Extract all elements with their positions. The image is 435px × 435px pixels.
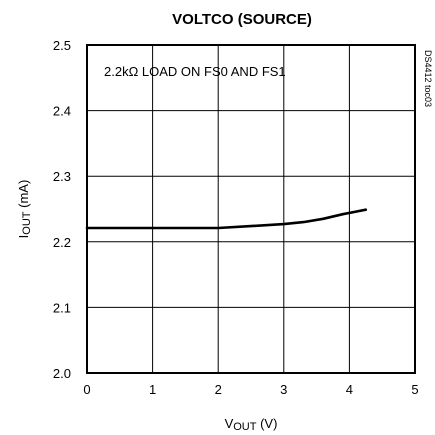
- y-tick-label: 2.1: [53, 300, 71, 315]
- y-tick-labels: 2.0 2.1 2.2 2.3 2.4 2.5: [53, 38, 71, 381]
- y-tick-label: 2.5: [53, 38, 71, 53]
- x-axis-label: VOUT (V): [225, 416, 278, 433]
- y-tick-label: 2.2: [53, 235, 71, 250]
- x-tick-labels: 0 1 2 3 4 5: [83, 382, 418, 397]
- y-axis-label: IOUT (mA): [16, 180, 33, 239]
- x-tick-label: 1: [149, 382, 156, 397]
- annotation: 2.2kΩ LOAD ON FS0 AND FS1: [104, 64, 286, 79]
- x-tick-label: 4: [346, 382, 353, 397]
- y-axis-label-unit: (mA): [16, 180, 31, 212]
- x-tick-label: 5: [411, 382, 418, 397]
- x-tick-label: 2: [215, 382, 222, 397]
- x-axis-label-main: V: [225, 416, 234, 431]
- x-axis-label-unit: (V): [256, 416, 277, 431]
- y-tick-label: 2.0: [53, 366, 71, 381]
- x-axis-label-sub: OUT: [233, 421, 257, 433]
- x-tick-label: 0: [83, 382, 90, 397]
- plot-frame: [86, 44, 416, 374]
- grid: [87, 45, 415, 373]
- y-axis-label-main: I: [16, 235, 31, 239]
- x-tick-label: 3: [280, 382, 287, 397]
- y-tick-label: 2.4: [53, 104, 71, 119]
- side-label: DS4412 toc03: [423, 50, 433, 107]
- y-tick-label: 2.3: [53, 169, 71, 184]
- series-line: [85, 208, 368, 230]
- y-axis-label-sub: OUT: [21, 211, 33, 235]
- chart-title: VOLTCO (SOURCE): [172, 11, 312, 28]
